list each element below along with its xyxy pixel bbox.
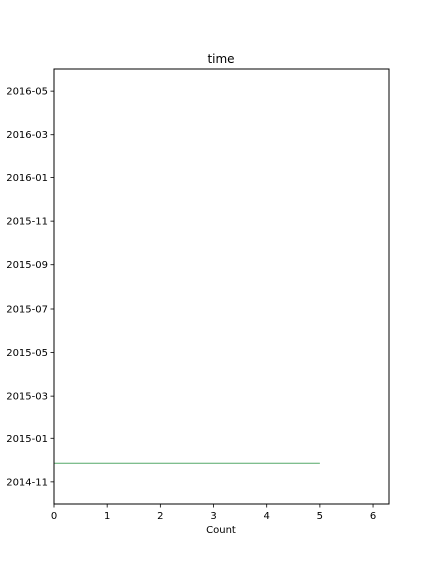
- y-tick-label: 2016-05: [6, 87, 48, 98]
- y-tick-label: 2015-01: [6, 434, 48, 445]
- y-tick-label: 2014-11: [6, 477, 48, 488]
- y-tick-label: 2015-07: [6, 305, 48, 316]
- y-tick-label: 2016-03: [6, 130, 48, 141]
- x-tick-label: 3: [210, 511, 216, 522]
- x-tick-label: 6: [370, 511, 376, 522]
- y-tick-label: 2015-09: [6, 260, 48, 271]
- chart-title: time: [207, 52, 234, 66]
- y-tick-label: 2015-11: [6, 217, 48, 228]
- y-axis-ticks: 2014-11 2015-01 2015-03 2015-05 2015-07 2015-…: [6, 87, 54, 488]
- x-axis-label: Count: [206, 525, 236, 536]
- x-tick-label: 2: [157, 511, 163, 522]
- y-tick-label: 2015-05: [6, 348, 48, 359]
- x-tick-label: 0: [51, 511, 57, 522]
- x-tick-label: 4: [264, 511, 270, 522]
- x-tick-label: 1: [104, 511, 110, 522]
- x-tick-label: 5: [317, 511, 323, 522]
- y-tick-label: 2016-01: [6, 173, 48, 184]
- plot-area-frame: [53, 68, 390, 505]
- y-tick-label: 2015-03: [6, 392, 48, 403]
- x-axis-ticks: 0 1 2 3 4 5 6: [51, 504, 376, 522]
